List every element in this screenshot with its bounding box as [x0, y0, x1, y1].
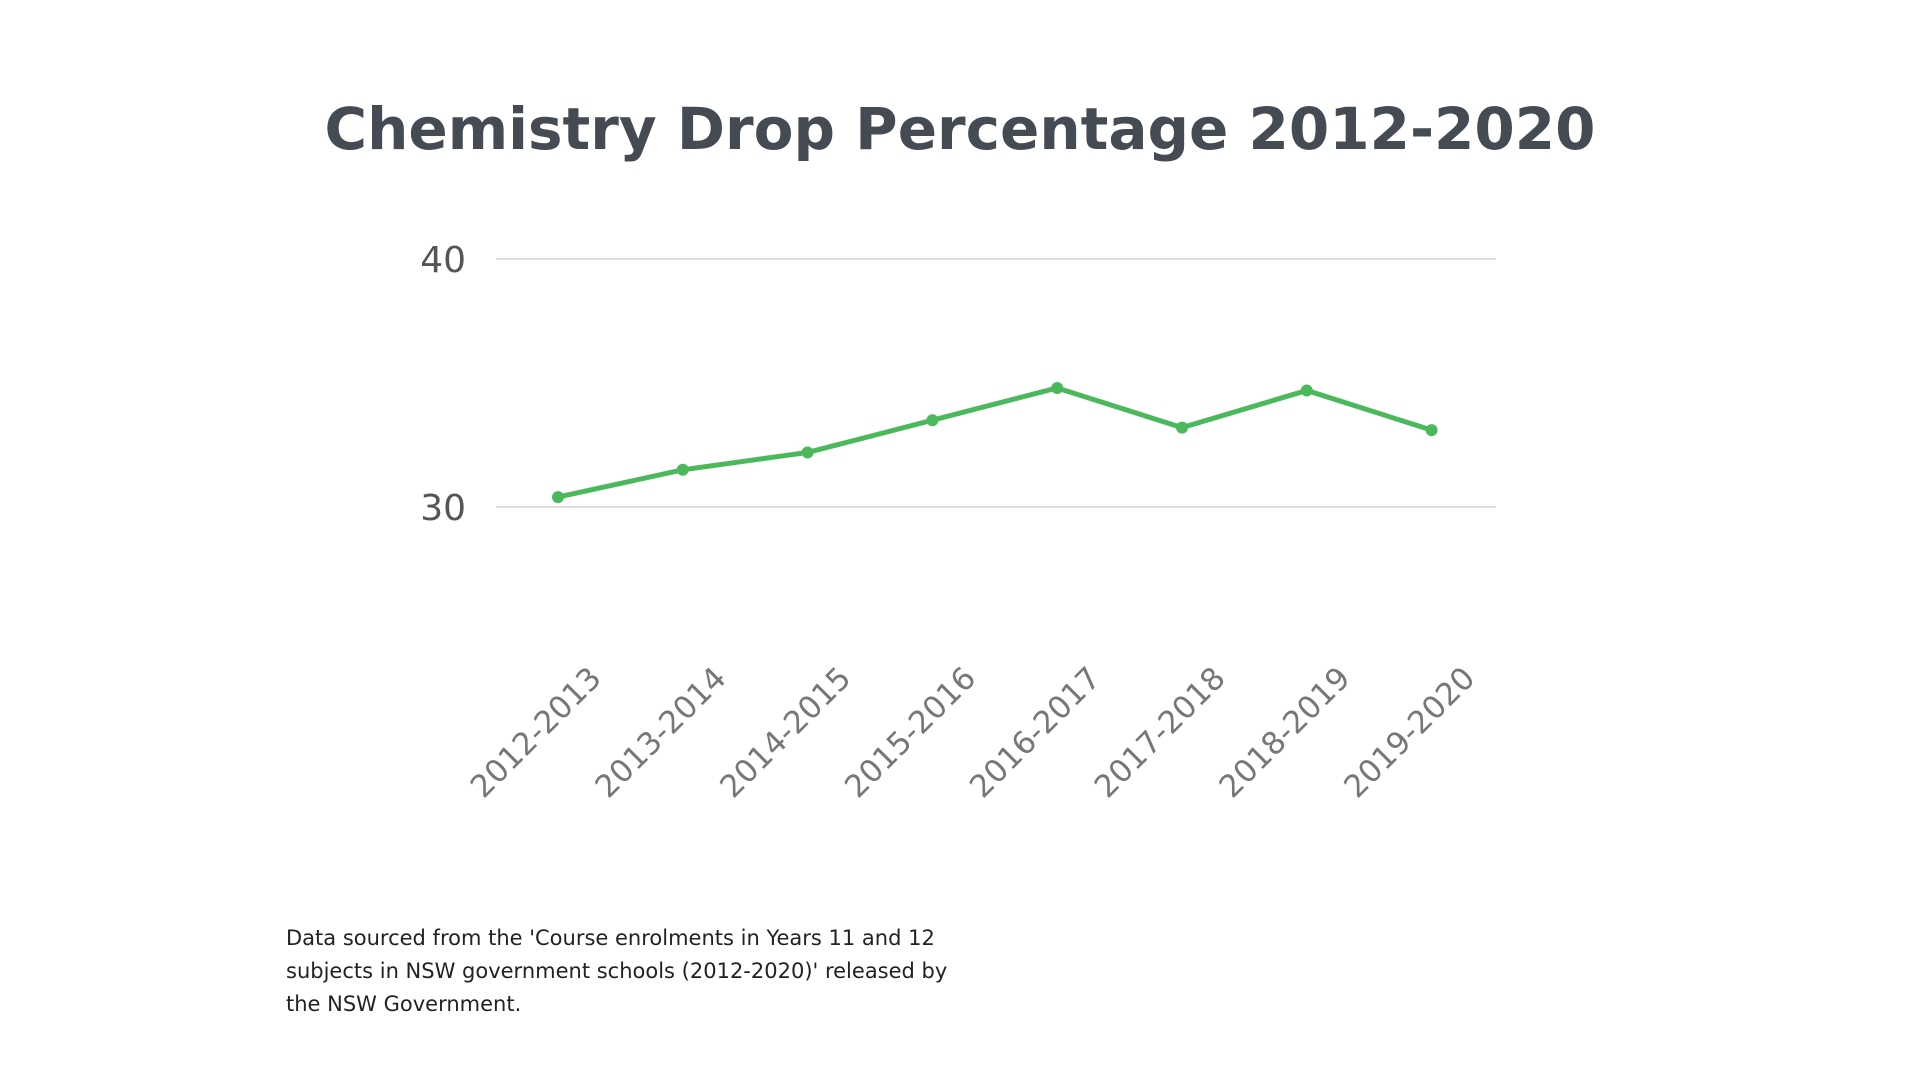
- series-line: [557, 385, 1433, 500]
- x-tick-label: 2017-2018: [1088, 660, 1233, 805]
- x-tick-label: 2014-2015: [713, 660, 858, 805]
- x-tick-label: 2013-2014: [589, 660, 734, 805]
- y-tick-label: 30: [420, 488, 466, 529]
- data-point: [926, 414, 939, 427]
- data-point: [676, 463, 689, 476]
- x-tick-label: 2015-2016: [838, 660, 983, 805]
- data-point: [1176, 421, 1188, 434]
- data-point: [801, 446, 814, 459]
- chart-title: Chemistry Drop Percentage 2012-2020: [0, 95, 1920, 163]
- data-point: [552, 491, 564, 504]
- x-tick-label: 2019-2020: [1337, 660, 1482, 805]
- data-point: [1425, 424, 1438, 437]
- data-point: [1051, 381, 1064, 394]
- y-tick-label: 40: [420, 240, 466, 281]
- x-tick-label: 2012-2013: [464, 660, 609, 805]
- x-tick-label: 2018-2019: [1213, 660, 1358, 805]
- data-point: [1300, 384, 1313, 397]
- source-footnote: Data sourced from the 'Course enrolments…: [286, 926, 948, 1016]
- chart-title-text: Chemistry Drop Percentage 2012-2020: [324, 95, 1596, 163]
- x-tick-label: 2016-2017: [963, 660, 1108, 805]
